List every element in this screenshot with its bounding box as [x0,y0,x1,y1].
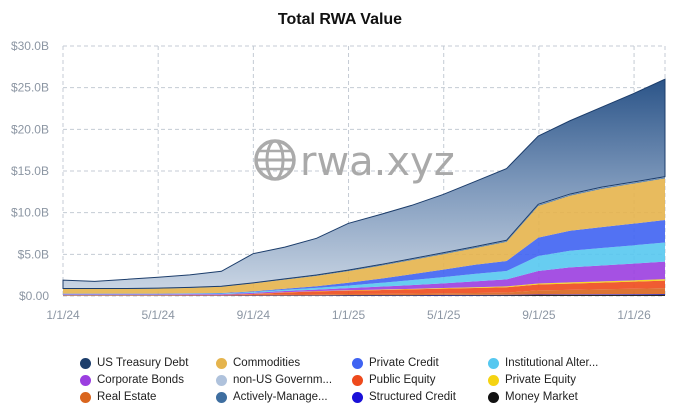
y-axis: $0.00 $5.0B $10.0B $15.0B $20.0B $25.0B $30.0B [11,39,49,303]
watermark: rwa.xyz [254,139,455,185]
legend-label: Private Credit [369,357,439,369]
x-axis: 1/1/24 5/1/24 9/1/24 1/1/25 5/1/25 9/1/25 1/1/… [46,308,651,322]
legend-swatch [80,391,91,403]
area-corporate-bonds[interactable] [63,261,665,295]
y-tick-label: $5.0B [18,247,49,261]
legend-label: Actively-Manage... [233,391,328,403]
stacked-areas [62,78,666,296]
legend-swatch [80,374,91,386]
area-commodities[interactable] [63,178,665,294]
legend-label: Public Equity [369,374,436,386]
legend-label: Real Estate [97,391,157,403]
legend-swatch [216,357,227,369]
legend-label: Private Equity [505,374,576,386]
legend-item[interactable]: US Treasury Debt [80,355,188,371]
area-real-estate[interactable] [63,288,665,296]
legend-swatch [488,391,499,403]
y-tick-label: $10.0B [11,206,49,220]
legend-label: US Treasury Debt [97,357,189,369]
area-us-treasury-debt[interactable] [62,78,666,289]
x-tick-label: 9/1/24 [237,308,271,322]
y-tick-label: $30.0B [11,39,49,53]
legend-label: Money Market [505,391,578,403]
area-money-market[interactable] [63,294,665,296]
legend-item[interactable]: Public Equity [352,372,435,388]
legend-swatch [352,374,363,386]
legend-swatch [352,357,363,369]
legend-swatch [216,391,227,403]
legend-item[interactable]: Structured Credit [352,389,456,405]
watermark-text: rwa.xyz [300,139,455,185]
legend-label: Corporate Bonds [97,374,184,386]
area-public-equity[interactable] [63,280,665,296]
area-private-credit[interactable] [63,220,665,294]
y-tick-label: $15.0B [11,164,49,178]
x-tick-label: 1/1/25 [332,308,366,322]
legend-item[interactable]: Actively-Manage... [216,389,328,405]
legend-item[interactable]: non-US Governm... [216,372,332,388]
legend-label: Structured Credit [369,391,456,403]
legend-item[interactable]: Private Credit [352,355,439,371]
legend-label: non-US Governm... [233,374,333,386]
legend-item[interactable]: Corporate Bonds [80,372,184,388]
legend-item[interactable]: Real Estate [80,389,156,405]
x-tick-label: 9/1/25 [522,308,556,322]
x-tick-label: 5/1/24 [141,308,175,322]
area-structured-credit[interactable] [63,294,665,296]
legend-label: Institutional Alter... [505,357,599,369]
legend-item[interactable]: Money Market [488,389,578,405]
legend-item[interactable]: Commodities [216,355,300,371]
y-tick-label: $25.0B [11,81,49,95]
legend-item[interactable]: Institutional Alter... [488,355,598,371]
y-tick-label: $0.00 [19,289,49,303]
legend-item[interactable]: Private Equity [488,372,576,388]
chart-title: Total RWA Value [277,11,403,28]
x-tick-label: 1/1/24 [46,308,80,322]
globe-icon [254,139,296,181]
legend-label: Commodities [233,357,301,369]
legend-swatch [216,374,227,386]
legend-swatch [488,357,499,369]
area-institutional-alternative-funds[interactable] [63,242,665,295]
legend-swatch [488,374,499,386]
legend: US Treasury Debt Commodities Private Credi… [0,353,680,413]
legend-swatch [352,391,363,403]
legend-swatch [80,357,91,369]
x-tick-label: 5/1/25 [427,308,461,322]
y-tick-label: $20.0B [11,122,49,136]
x-tick-label: 1/1/26 [617,308,651,322]
